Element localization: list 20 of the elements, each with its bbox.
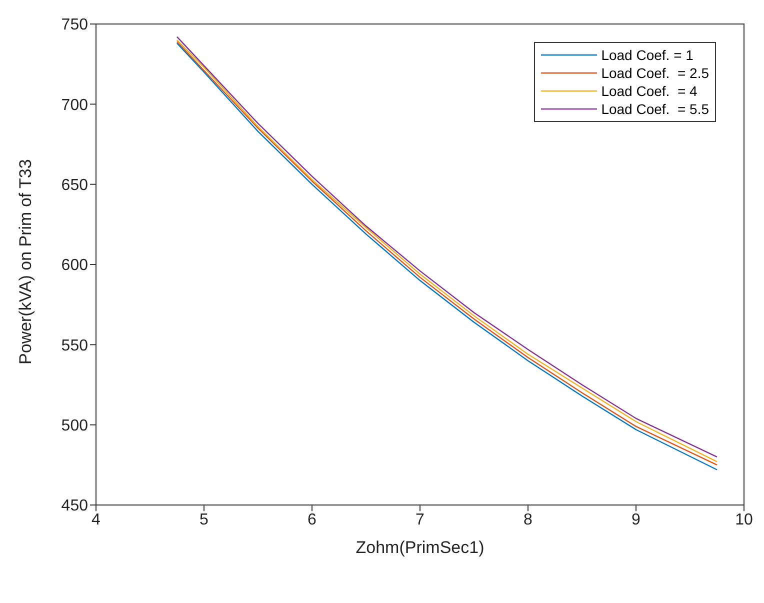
y-tick-label: 550 bbox=[61, 337, 88, 354]
y-tick-label: 750 bbox=[61, 16, 88, 34]
y-axis-title: Power(kVA) on Prim of T33 bbox=[16, 159, 36, 364]
legend-label: Load Coef. = 4 bbox=[601, 82, 698, 100]
x-tick-label: 6 bbox=[308, 511, 317, 528]
x-tick-label: 8 bbox=[524, 511, 533, 528]
x-tick-label: 10 bbox=[735, 511, 753, 528]
y-tick-label: 450 bbox=[61, 498, 88, 515]
y-tick-label: 600 bbox=[61, 257, 88, 274]
x-tick-label: 9 bbox=[632, 511, 641, 528]
y-tick-label: 700 bbox=[61, 96, 88, 114]
y-tick-label: 650 bbox=[61, 177, 88, 194]
legend-label: Load Coef. = 1 bbox=[601, 46, 694, 64]
x-tick-label: 7 bbox=[416, 511, 425, 528]
x-tick-label: 5 bbox=[200, 511, 209, 528]
legend-label: Load Coef. = 5.5 bbox=[601, 100, 709, 118]
legend-label: Load Coef. = 2.5 bbox=[601, 64, 709, 82]
x-axis-title: Zohm(PrimSec1) bbox=[356, 538, 484, 557]
x-tick-label: 4 bbox=[92, 511, 101, 528]
y-tick-label: 500 bbox=[61, 418, 88, 435]
